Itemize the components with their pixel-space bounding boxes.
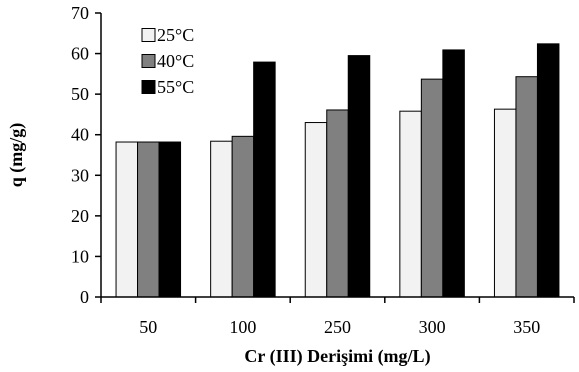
plot-marks [115, 43, 560, 298]
bar-40degC-100 [231, 135, 255, 298]
bar-40degC-350 [515, 76, 538, 298]
x-tick-label: 300 [419, 317, 446, 337]
y-axis-ticks: 0 10 20 30 40 50 60 70 [71, 3, 101, 307]
y-tick-label: 50 [71, 84, 89, 104]
legend-swatch [141, 80, 156, 94]
legend-label: 55°C [157, 77, 194, 97]
bar-25degC-350 [493, 108, 517, 298]
x-tick-label: 350 [513, 317, 540, 337]
x-tick-label: 50 [139, 317, 157, 337]
y-tick-label: 20 [71, 206, 89, 226]
y-tick-label: 40 [71, 125, 89, 145]
y-tick-label: 70 [71, 3, 89, 23]
legend-swatch [141, 54, 156, 68]
bar-55degC-100 [253, 61, 276, 298]
x-tick-label: 100 [229, 317, 256, 337]
bar-40degC-50 [137, 141, 160, 298]
bar-25degC-50 [115, 141, 139, 298]
legend-label: 25°C [157, 25, 194, 45]
y-tick-label: 30 [71, 165, 89, 185]
bar-40degC-250 [326, 109, 349, 298]
y-axis-title: q (mg/g) [6, 123, 27, 188]
bar-25degC-250 [304, 122, 328, 298]
x-tick-label: 250 [324, 317, 351, 337]
x-axis-ticks: 50 100 250 300 350 [100, 297, 575, 337]
bar-55degC-300 [442, 49, 465, 298]
y-tick-label: 10 [71, 246, 89, 266]
x-axis-title: Cr (III) Derişimi (mg/L) [244, 346, 430, 367]
bar-40degC-300 [420, 78, 444, 298]
y-tick-label: 0 [80, 287, 89, 307]
bar-25degC-100 [210, 140, 233, 298]
y-tick-label: 60 [71, 44, 89, 64]
legend-label: 40°C [157, 51, 194, 71]
bar-25degC-300 [399, 110, 422, 298]
bar-55degC-50 [158, 141, 182, 298]
bar-55degC-350 [536, 43, 560, 298]
axes [100, 13, 574, 298]
bar-55degC-250 [347, 55, 371, 298]
legend-swatch [141, 28, 156, 42]
legend: 25°C 40°C 55°C [141, 25, 194, 97]
